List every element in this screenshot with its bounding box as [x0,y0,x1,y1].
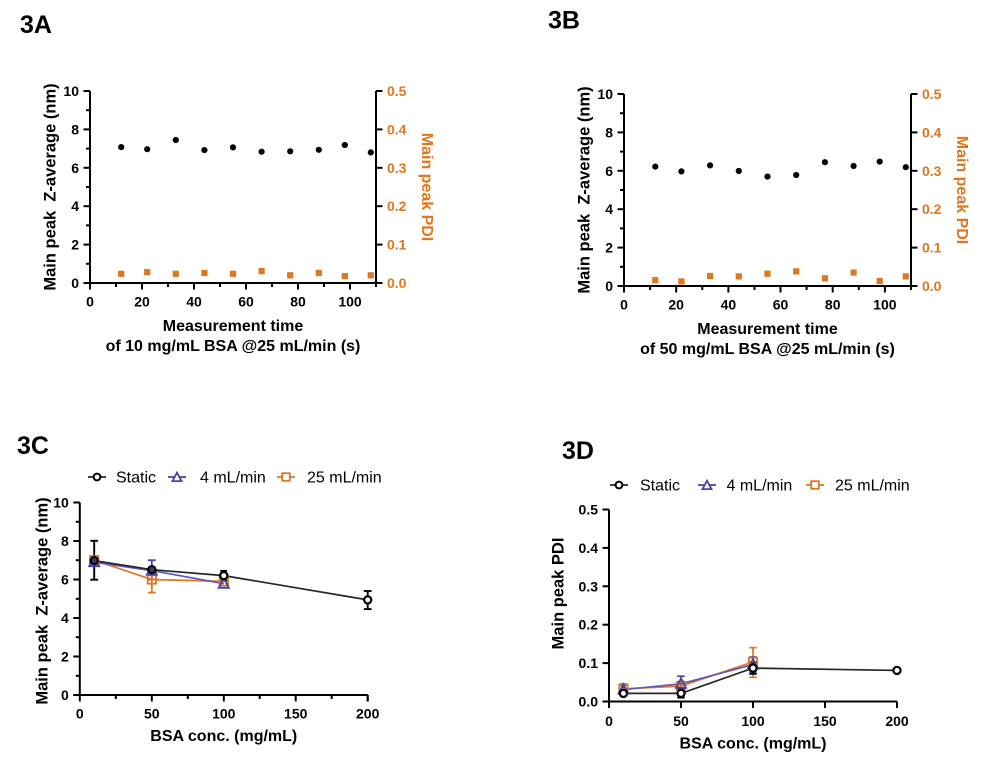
svg-text:80: 80 [825,297,841,313]
svg-text:50: 50 [144,706,160,722]
svg-text:3A: 3A [20,11,52,39]
svg-text:0: 0 [620,297,628,313]
svg-text:0.2: 0.2 [579,617,599,633]
svg-text:4: 4 [605,201,613,217]
svg-text:4 mL/min: 4 mL/min [200,470,266,487]
svg-text:60: 60 [773,297,789,313]
svg-text:0.5: 0.5 [922,86,942,102]
svg-text:3C: 3C [17,432,49,460]
svg-text:0: 0 [605,713,613,729]
svg-text:100: 100 [338,294,362,310]
svg-text:60: 60 [238,294,254,310]
svg-text:0.3: 0.3 [579,578,599,594]
svg-text:25 mL/min: 25 mL/min [835,478,910,495]
svg-text:0.3: 0.3 [387,160,407,176]
svg-text:0: 0 [71,275,79,291]
svg-text:0.2: 0.2 [387,198,407,214]
svg-text:25 mL/min: 25 mL/min [307,470,382,487]
svg-text:0: 0 [605,278,613,294]
svg-text:0.1: 0.1 [922,240,942,256]
svg-text:Main peak PDI: Main peak PDI [418,133,435,241]
svg-text:150: 150 [813,713,837,729]
svg-text:0: 0 [61,687,69,703]
svg-text:0.3: 0.3 [922,163,942,179]
svg-text:0.1: 0.1 [579,655,599,671]
svg-text:4 mL/min: 4 mL/min [727,478,793,495]
svg-text:6: 6 [71,160,79,176]
svg-text:Main peak PDI: Main peak PDI [550,538,568,650]
svg-text:10: 10 [63,83,79,99]
svg-text:0.5: 0.5 [579,502,599,518]
svg-text:of 10 mg/mL BSA @25 mL/min (s): of 10 mg/mL BSA @25 mL/min (s) [106,338,361,355]
svg-text:200: 200 [885,713,909,729]
svg-text:0.4: 0.4 [922,124,942,140]
svg-text:Measurement time: Measurement time [697,321,838,338]
svg-text:Static: Static [116,470,156,487]
svg-text:100: 100 [873,297,897,313]
svg-text:6: 6 [605,163,613,179]
svg-text:8: 8 [61,533,69,549]
svg-text:40: 40 [721,297,737,313]
svg-text:Main peak Z-average (nm): Main peak Z-average (nm) [34,497,52,704]
svg-text:10: 10 [53,495,69,511]
svg-text:0.0: 0.0 [387,275,407,291]
svg-text:Main peak PDI: Main peak PDI [953,136,970,244]
svg-text:20: 20 [668,297,684,313]
svg-text:2: 2 [61,649,69,665]
svg-text:0.2: 0.2 [922,201,942,217]
svg-text:0: 0 [86,294,94,310]
svg-text:4: 4 [71,198,79,214]
svg-text:100: 100 [212,706,236,722]
svg-text:of 50 mg/mL BSA @25 mL/min (s): of 50 mg/mL BSA @25 mL/min (s) [640,341,895,358]
svg-text:Main peak Z-average (nm): Main peak Z-average (nm) [42,83,60,290]
svg-text:150: 150 [284,706,308,722]
svg-text:Measurement time: Measurement time [163,318,304,335]
svg-text:4: 4 [61,610,69,626]
svg-text:0: 0 [76,706,84,722]
svg-text:0.4: 0.4 [387,121,407,137]
svg-text:8: 8 [71,121,79,137]
svg-text:BSA conc. (mg/mL): BSA conc. (mg/mL) [680,736,827,753]
svg-text:200: 200 [356,706,380,722]
svg-text:0.0: 0.0 [922,278,942,294]
svg-text:Static: Static [640,478,680,495]
svg-text:8: 8 [605,124,613,140]
svg-text:3B: 3B [548,7,580,35]
svg-text:10: 10 [597,86,613,102]
svg-text:50: 50 [673,713,689,729]
svg-text:2: 2 [605,240,613,256]
svg-text:2: 2 [71,237,79,253]
svg-text:0.4: 0.4 [579,540,599,556]
svg-text:0.0: 0.0 [579,694,599,710]
svg-text:6: 6 [61,572,69,588]
svg-text:Main peak Z-average (nm): Main peak Z-average (nm) [576,86,594,293]
svg-text:3D: 3D [562,437,594,465]
svg-text:0.1: 0.1 [387,237,407,253]
svg-text:40: 40 [186,294,202,310]
svg-text:BSA conc. (mg/mL): BSA conc. (mg/mL) [150,728,297,745]
svg-text:0.5: 0.5 [387,83,407,99]
svg-text:80: 80 [290,294,306,310]
svg-text:20: 20 [134,294,150,310]
svg-text:100: 100 [741,713,765,729]
